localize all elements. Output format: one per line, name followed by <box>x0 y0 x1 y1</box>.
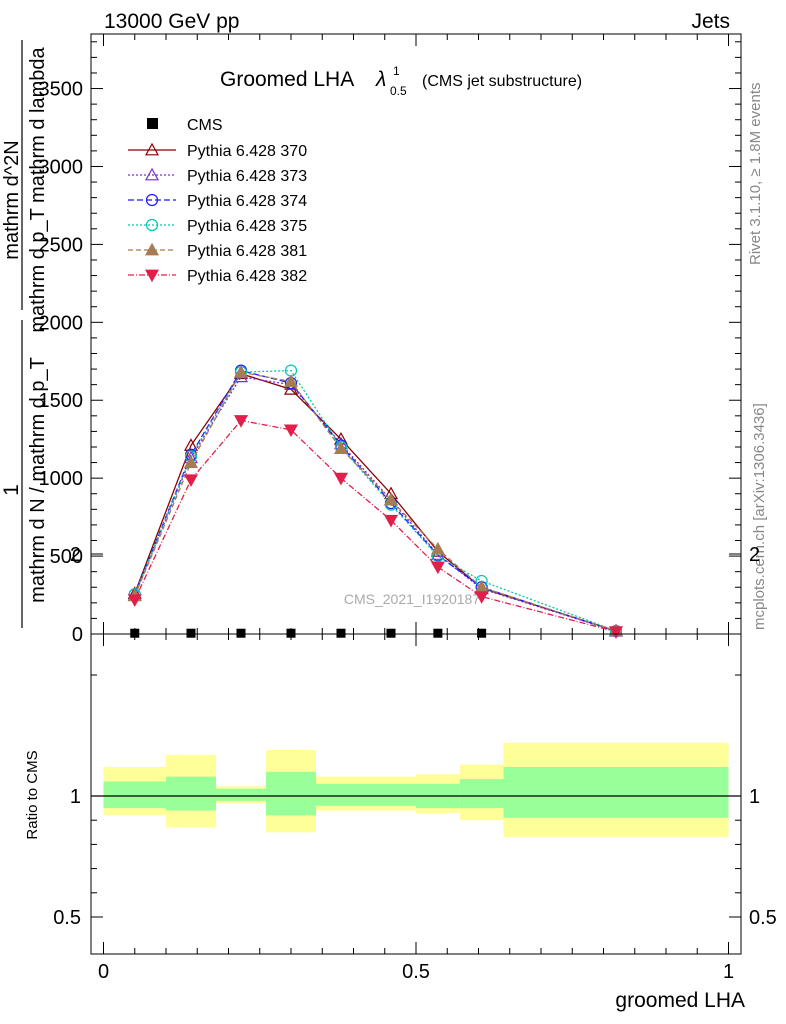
ratio-inner-band <box>166 776 216 811</box>
ratio-tick-label-right: 0.5 <box>749 907 777 929</box>
y-tick-label: 1500 <box>39 390 84 412</box>
ratio-tick-label-right: 1 <box>749 786 760 808</box>
ylabel-fraction-num: 1 <box>0 484 23 496</box>
mc-series <box>127 364 624 639</box>
legend-series: Pythia 6.428 370 Pythia 6.428 373 Pythia 6… <box>128 142 307 285</box>
main-y-axis: 0 500 1000 1500 2000 2500 3000 3500 <box>39 41 741 646</box>
series-point <box>430 541 445 555</box>
series-point <box>233 415 249 428</box>
chart-title: Groomed LHA λ 1 0.5 (CMS jet substructur… <box>220 64 582 98</box>
series-point <box>183 455 199 468</box>
legend-marker <box>144 167 160 181</box>
header-left: 13000 GeV pp <box>104 10 239 33</box>
legend-marker <box>144 269 160 283</box>
series-point <box>383 514 399 528</box>
series-point <box>474 591 489 604</box>
series-point <box>283 382 299 395</box>
cms-point <box>477 628 487 638</box>
ylabel-fraction-den: mathrm d N / mathrm d p_T <box>27 357 49 603</box>
legend-label: Pythia 6.428 381 <box>187 243 307 260</box>
series-line <box>134 371 617 632</box>
title-sup: 1 <box>393 64 400 78</box>
cms-point <box>186 628 196 638</box>
y-tick-label: 2500 <box>39 234 84 256</box>
ratio-inner-band <box>266 771 316 816</box>
ratio-tick-label-right: 2 <box>749 544 760 566</box>
y-tick-label: 0 <box>72 624 83 646</box>
ratio-inner-band <box>366 783 416 806</box>
ratio-y-axis: 0.5 0.5 1 1 2 2 <box>53 544 777 929</box>
series-point <box>430 561 445 575</box>
legend-label: Pythia 6.428 382 <box>187 268 307 285</box>
ratio-tick-label: 1 <box>70 786 81 808</box>
series-point <box>333 441 349 454</box>
y-tick-label: 3500 <box>39 79 84 101</box>
series-point <box>233 364 249 378</box>
cms-point <box>130 628 140 638</box>
rivet-label: Rivet 3.1.10, ≥ 1.8M events <box>747 83 764 266</box>
ratio-uncertainty-bands <box>103 742 729 838</box>
title-main: Groomed LHA <box>220 68 354 91</box>
x-tick-label: 0.5 <box>402 961 430 983</box>
series-point <box>608 626 624 639</box>
y-tick-label: 500 <box>50 546 83 568</box>
watermark: CMS_2021_I1920187 <box>344 591 480 607</box>
ratio-tick-label: 0.5 <box>53 907 81 929</box>
x-tick-label: 1 <box>723 961 734 983</box>
ratio-inner-band <box>503 766 729 818</box>
ratio-x-axis: 0 0.5 1 <box>98 634 734 983</box>
series-point <box>127 594 142 607</box>
ratio-inner-band <box>103 781 166 809</box>
y-tick-label: 1000 <box>39 468 84 490</box>
ratio-tick-label: 2 <box>70 544 81 566</box>
title-sub: 0.5 <box>390 84 407 98</box>
legend-marker <box>145 193 159 207</box>
legend-cms-label: CMS <box>187 117 223 134</box>
series-point <box>183 438 199 451</box>
cms-point <box>386 628 396 638</box>
ratio-y-label: Ratio to CMS <box>24 750 41 839</box>
x-axis-label: groomed LHA <box>615 989 745 1012</box>
ylabel-top-num: mathrm d^2N <box>1 140 23 259</box>
ratio-inner-band <box>459 779 504 809</box>
ylabel-top-den: mathrm d p_T mathrm d lambda <box>27 46 49 332</box>
ratio-inner-band <box>216 788 266 801</box>
series-point <box>183 474 199 487</box>
title-lambda: λ <box>375 68 386 91</box>
legend-marker <box>144 142 160 156</box>
series-point <box>383 492 399 506</box>
legend-label: Pythia 6.428 374 <box>187 193 307 210</box>
cms-point <box>336 628 346 638</box>
ratio-panel: 0.5 0.51 12 2 0 0.5 1 Ratio to CMS <box>24 544 777 983</box>
legend-marker <box>144 242 160 256</box>
cms-point <box>236 628 246 638</box>
series-point <box>333 472 349 486</box>
series-point <box>283 374 299 387</box>
mcplots-label: mcplots.cern.ch [arXiv:1306.3436] <box>751 403 768 630</box>
cms-point <box>433 628 443 638</box>
series-6 <box>127 415 624 639</box>
header-right: Jets <box>691 10 730 33</box>
cms-data-points <box>130 628 487 638</box>
main-panel: 0 500 1000 1500 2000 2500 3000 3500 CMS_2021_I1… <box>39 33 742 646</box>
series-point <box>283 424 299 438</box>
legend-label: Pythia 6.428 373 <box>187 168 307 185</box>
legend-cms-marker <box>147 118 158 129</box>
legend-marker <box>145 218 159 232</box>
cms-point <box>286 628 296 638</box>
x-tick-label: 0 <box>98 961 109 983</box>
main-y-label: 1 mathrm d N / mathrm d p_T mathrm d^2N … <box>0 40 49 628</box>
legend-label: Pythia 6.428 370 <box>187 143 307 160</box>
y-tick-label: 2000 <box>39 312 84 334</box>
ratio-inner-band <box>316 783 366 806</box>
legend-label: Pythia 6.428 375 <box>187 218 307 235</box>
title-note: (CMS jet substructure) <box>422 73 582 90</box>
y-tick-label: 3000 <box>39 156 84 178</box>
